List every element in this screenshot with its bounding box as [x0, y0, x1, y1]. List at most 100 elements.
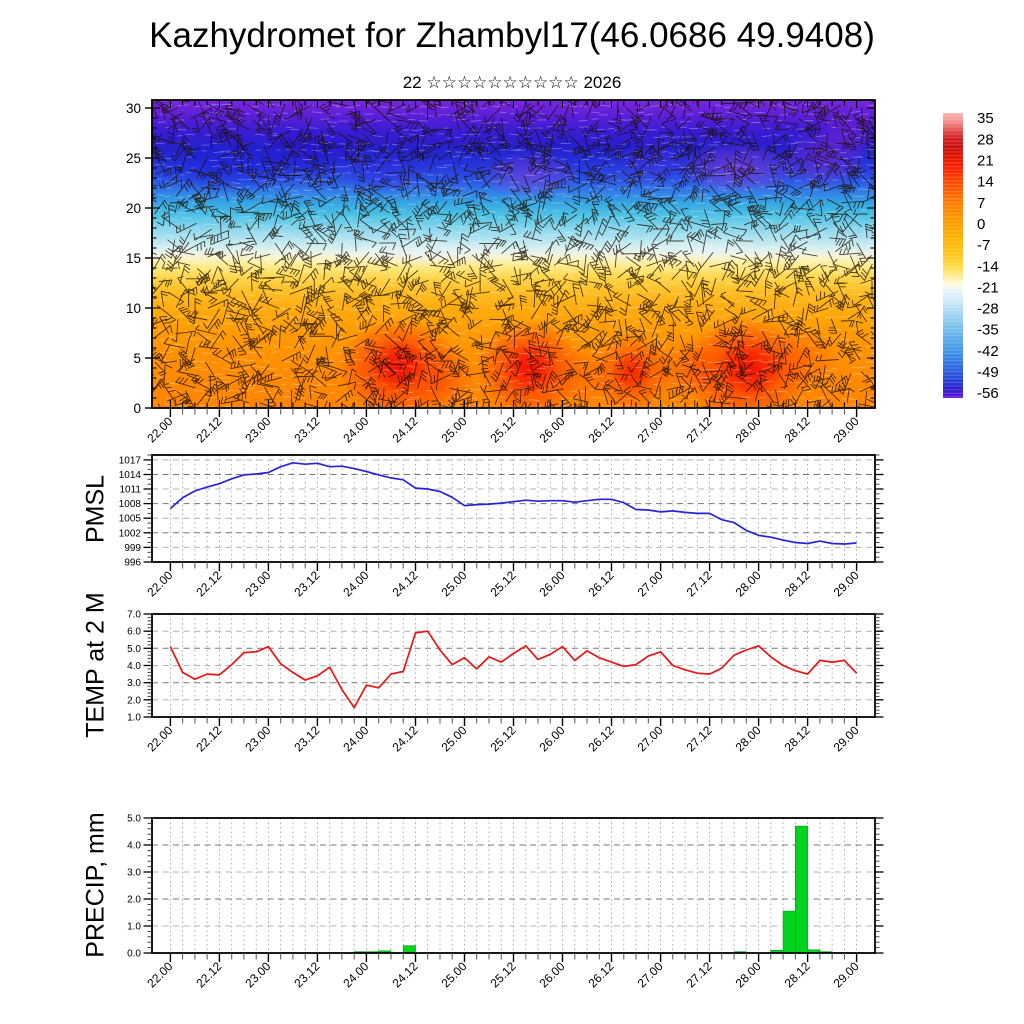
x-tick-label: 28.12: [782, 568, 813, 599]
x-tick-label: 27.00: [635, 723, 666, 754]
y-tick-label: 3.0: [127, 678, 141, 689]
y-tick-label: 1002: [119, 528, 142, 539]
x-tick-label: 28.00: [733, 723, 764, 754]
x-tick-label: 27.12: [684, 959, 715, 990]
x-tick-label: 25.12: [487, 414, 518, 445]
y-tick-label: 4.0: [127, 841, 141, 852]
x-tick-label: 23.12: [291, 723, 322, 754]
precip-bars: [353, 825, 833, 954]
y-tick-label: 6.0: [127, 627, 141, 638]
x-tick-label: 24.00: [340, 568, 371, 599]
x-axis: 22.00 22.12 23.00 23.12 24.00 24.12 25.00 25.12…: [144, 408, 862, 445]
colorbar-label: -56: [977, 385, 999, 402]
x-tick-label: 22.12: [193, 414, 224, 445]
colorbar-gradient: [943, 113, 963, 398]
colorbar-label: -21: [977, 279, 999, 296]
y-tick-label: 999: [124, 543, 141, 554]
inner-ticks: [152, 100, 875, 408]
colorbar-label: -49: [977, 364, 999, 381]
x-tick-label: 23.00: [242, 959, 273, 990]
y-tick-label: 10: [126, 301, 141, 316]
y-axis: 0.0 1.0 2.0 3.0 4.0 5.0: [127, 814, 884, 960]
y-tick-label: 4.0: [127, 661, 141, 672]
x-tick-label: 24.12: [389, 959, 420, 990]
y-tick-label: 30: [126, 101, 141, 116]
x-tick-label: 22.12: [193, 723, 224, 754]
x-tick-label: 28.00: [733, 414, 764, 445]
colorbar-label: 0: [977, 216, 985, 233]
cross-section-panel: 0 5 10 15 20 25 30 22.00 22.12 23.00 23.12 24.00 24.…: [126, 99, 876, 445]
y-tick-label: 5: [133, 351, 141, 366]
y-tick-label: 15: [126, 251, 141, 266]
x-tick-label: 26.12: [585, 723, 616, 754]
temperature-colorbar: 35 28 21 14 7 0 -7 -14 -21 -28 -35 -42 -49 -56: [943, 110, 999, 402]
x-tick-label: 28.12: [782, 959, 813, 990]
x-axis: 22.00 22.12 23.00 23.12 24.00 24.12 25.00 25.12…: [144, 562, 862, 599]
x-tick-label: 25.00: [438, 723, 469, 754]
y-axis: 1.0 2.0 3.0 4.0 5.0 6.0 7.0: [127, 610, 884, 724]
wind-barbs: [152, 100, 875, 408]
y-tick-label: 7.0: [127, 610, 141, 621]
x-tick-label: 25.00: [438, 568, 469, 599]
y-tick-label: 996: [124, 558, 141, 569]
x-tick-label: 23.12: [291, 959, 322, 990]
x-tick-label: 26.00: [536, 723, 567, 754]
x-tick-label: 26.12: [585, 568, 616, 599]
x-tick-label: 26.00: [536, 414, 567, 445]
x-axis: 22.00 22.12 23.00 23.12 24.00 24.12 25.00 25.12…: [144, 953, 862, 990]
x-tick-label: 29.00: [831, 568, 862, 599]
x-tick-label: 24.12: [389, 723, 420, 754]
x-tick-label: 26.00: [536, 568, 567, 599]
x-tick-label: 27.12: [684, 414, 715, 445]
precip-bar: [402, 945, 416, 954]
x-tick-label: 27.00: [635, 568, 666, 599]
y-tick-label: 1005: [119, 514, 142, 525]
y-tick-label: 1014: [119, 470, 142, 481]
precip-chart: 0.0 1.0 2.0 3.0 4.0 5.0 22.00 22.12 23.00 23.12 24…: [127, 814, 884, 990]
x-tick-label: 22.12: [193, 959, 224, 990]
x-tick-label: 23.00: [242, 568, 273, 599]
x-tick-label: 27.12: [684, 723, 715, 754]
y-tick-label: 5.0: [127, 814, 141, 825]
x-tick-label: 23.12: [291, 414, 322, 445]
y-axis: 996 999 1002 1005 1008 1011 1014 1017: [119, 454, 884, 569]
colorbar-steps: [943, 115, 963, 398]
y-tick-label: 1008: [119, 499, 142, 510]
colorbar-label: -35: [977, 322, 999, 339]
pmsl-chart: 996 999 1002 1005 1008 1011 1014 1017 22.00 22.12…: [119, 454, 884, 599]
grid-horizontal: [152, 844, 875, 927]
x-tick-label: 24.00: [340, 723, 371, 754]
colorbar-label: 21: [977, 153, 994, 170]
x-tick-label: 24.12: [389, 568, 420, 599]
x-tick-label: 28.12: [782, 723, 813, 754]
pmsl-series-line: [169, 461, 857, 545]
x-tick-label: 25.00: [438, 414, 469, 445]
y-tick-label: 2.0: [127, 895, 141, 906]
x-tick-label: 22.00: [144, 414, 175, 445]
x-tick-label: 23.00: [242, 414, 273, 445]
x-tick-label: 23.12: [291, 568, 322, 599]
x-tick-label: 29.00: [831, 414, 862, 445]
x-tick-label: 25.00: [438, 959, 469, 990]
y-tick-label: 20: [126, 201, 141, 216]
precip-bar: [794, 825, 808, 954]
x-tick-label: 25.12: [487, 723, 518, 754]
x-tick-label: 29.00: [831, 723, 862, 754]
y-tick-label: 3.0: [127, 868, 141, 879]
y-tick-label: 0.0: [127, 949, 141, 960]
x-tick-label: 25.12: [487, 568, 518, 599]
x-tick-label: 26.12: [585, 414, 616, 445]
x-tick-label: 27.00: [635, 414, 666, 445]
cross-section-field: [152, 100, 875, 408]
colorbar-label: -28: [977, 301, 999, 318]
grid-vertical: [169, 818, 857, 953]
y-tick-label: 1.0: [127, 922, 141, 933]
x-tick-label: 29.00: [831, 959, 862, 990]
x-tick-label: 24.00: [340, 414, 371, 445]
grid-horizontal: [152, 630, 875, 701]
x-tick-label: 22.12: [193, 568, 224, 599]
temp-chart: 1.0 2.0 3.0 4.0 5.0 6.0 7.0 22.00 22.12 23.00 23.1…: [127, 610, 884, 754]
y-tick-label: 1011: [119, 485, 141, 496]
x-tick-label: 28.00: [733, 959, 764, 990]
